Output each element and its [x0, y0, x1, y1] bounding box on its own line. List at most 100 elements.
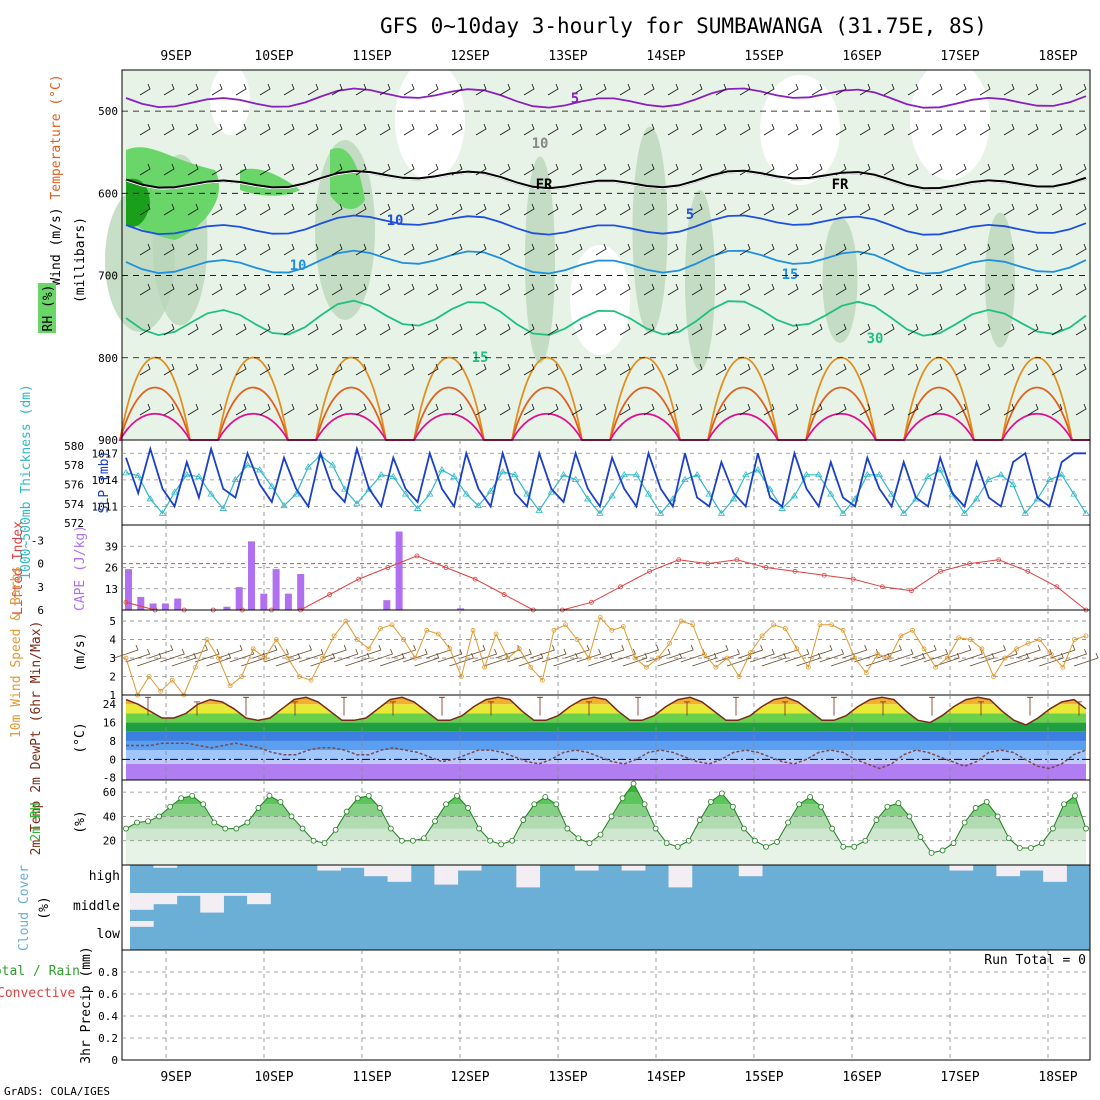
wind-barb: [331, 363, 343, 376]
thickness-point: [985, 475, 993, 483]
wind-barb: [1051, 403, 1063, 416]
thickness-point: [1082, 509, 1090, 516]
wind-barb: [451, 203, 463, 216]
wind-barb: [194, 648, 220, 663]
thickness-point: [1009, 480, 1017, 487]
precip-tick: 0.8: [98, 966, 118, 979]
li-point: [123, 599, 129, 605]
rh-tick: 20: [103, 835, 116, 848]
wind-barb: [472, 648, 498, 663]
thickness-point: [183, 470, 191, 478]
thickness-point: [462, 490, 470, 497]
li-point: [938, 568, 943, 574]
wind-barb: [307, 163, 319, 176]
slp-label-part: SLP (mb): [97, 451, 112, 514]
wind-barb: [451, 123, 463, 136]
bottom-date-label: 17SEP: [940, 1070, 979, 1085]
wind-barb: [667, 363, 679, 376]
wind-barb: [235, 203, 247, 216]
wind-barb: [403, 283, 415, 296]
rh-dry-region: [570, 245, 630, 355]
wind-barb: [163, 123, 175, 136]
upper-label-part: Temperature (°C): [49, 74, 64, 199]
pressure-tick: 700: [98, 270, 118, 283]
rh-point: [807, 794, 814, 800]
wind-barb: [835, 123, 847, 136]
wind-barb: [634, 644, 660, 659]
cloud-gap: [247, 893, 260, 905]
thickness-point: [438, 466, 446, 473]
rh-contour-region: [985, 212, 1015, 348]
thickness-point: [742, 470, 750, 478]
wind-barb: [547, 363, 559, 376]
wind-barb: [787, 363, 799, 376]
contour-label: FR: [536, 177, 553, 193]
rh2m-unit-part: (%): [73, 810, 88, 833]
cloud-gap: [130, 921, 143, 927]
wind-barb: [931, 83, 943, 96]
thickness-point: [328, 461, 337, 468]
wind-barb: [931, 323, 943, 336]
thickness-tick: 576: [64, 478, 84, 491]
wind-speed-point: [979, 646, 985, 652]
wind-barb: [307, 243, 319, 256]
wind-barb: [835, 323, 847, 336]
temp-label-part: 2m Temp 2m DewPt (6hr Min/Max): [29, 621, 44, 856]
thickness-point: [389, 472, 398, 480]
li-tick: 6: [37, 604, 44, 617]
contour-label: FR: [832, 177, 849, 193]
wind-barb: [283, 323, 295, 336]
wind-speed-point: [192, 664, 198, 670]
wind-speed-point: [459, 674, 464, 679]
wind-barb: [307, 323, 319, 336]
wind-barb: [163, 323, 175, 336]
wind-barb: [595, 83, 607, 96]
li-point: [705, 561, 711, 567]
wind-barb: [981, 644, 1006, 659]
rh-label: RH (%): [41, 285, 56, 332]
wind-speed-point: [713, 664, 719, 670]
slp-line: [125, 445, 1086, 509]
wind-barb: [541, 648, 567, 663]
rh-point: [597, 831, 604, 838]
wind-barb: [475, 283, 487, 296]
wind-barb: [787, 123, 799, 136]
rh-point: [553, 801, 560, 808]
cloud-gap: [1043, 865, 1056, 882]
minmax-whisker: [537, 696, 543, 716]
thickness-point: [1021, 509, 1029, 516]
wind-barb: [547, 323, 559, 336]
rh-point: [961, 819, 968, 826]
wind-barb: [1027, 163, 1039, 176]
wind-barb: [1051, 203, 1063, 216]
wind-barb: [595, 123, 607, 136]
wind-unit: (m/s): [73, 632, 88, 671]
wind-barb: [564, 644, 590, 659]
thickness-point: [535, 506, 543, 513]
contour-label: 10: [532, 136, 549, 152]
wind-barb: [667, 83, 679, 96]
panel-frame: [121, 609, 1091, 696]
wind-speed-point: [285, 655, 291, 661]
rh-point: [1016, 845, 1023, 851]
wind-barb: [667, 403, 679, 416]
wind-barb: [235, 363, 247, 376]
wind-barb: [691, 243, 703, 256]
cape-bar: [161, 603, 169, 610]
wind-barb: [907, 243, 919, 256]
rh-point: [123, 825, 129, 832]
minmax-whisker: [782, 701, 788, 716]
wind-barb: [183, 644, 208, 659]
wind-barb: [379, 163, 391, 176]
rh-point: [498, 841, 505, 848]
wind-speed-point: [435, 631, 441, 637]
rh-dry-region: [395, 60, 465, 180]
wind-speed-line: [125, 616, 1087, 697]
wind-barb: [667, 283, 679, 296]
wind-barb: [283, 203, 295, 216]
wind-barb: [427, 203, 439, 216]
wind-barb: [691, 363, 703, 376]
pressure-tick: 900: [98, 434, 118, 447]
cape-bar: [235, 587, 243, 610]
wind-barb: [715, 403, 727, 416]
